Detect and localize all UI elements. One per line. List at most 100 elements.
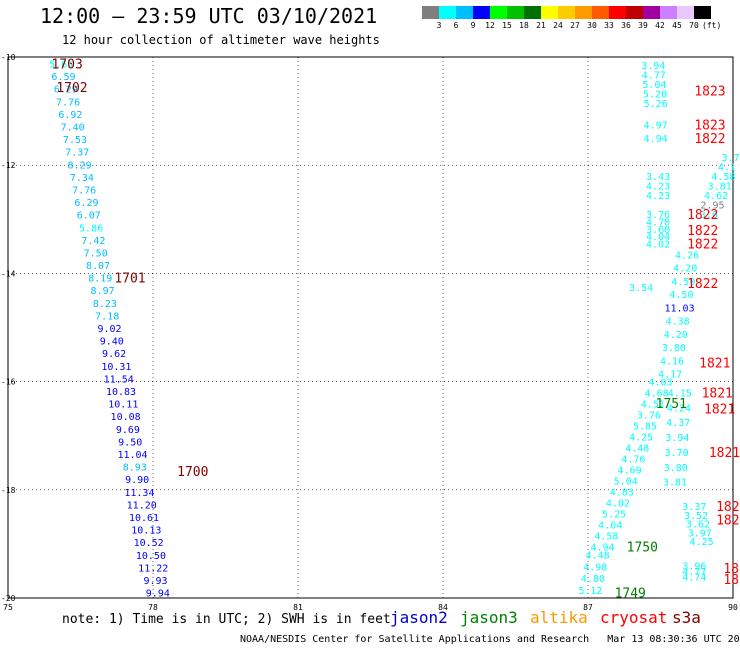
pass-label: 182: [716, 514, 739, 529]
wave-height-value: 10.52: [134, 538, 164, 549]
wave-height-value: 7.34: [70, 173, 94, 184]
wave-height-value: 4.02: [606, 499, 630, 510]
wave-height-value: 6.29: [54, 85, 78, 96]
legend-swatch: [626, 6, 643, 19]
pass-label: 1703: [52, 57, 83, 72]
legend-tick: 70: [689, 21, 699, 30]
wave-height-value: 4.58: [594, 532, 618, 543]
pass-label: 1822: [687, 208, 718, 223]
wave-height-value: 7.76: [56, 97, 80, 108]
y-tick-label: -16: [1, 378, 16, 387]
wave-height-value: 4.23: [646, 191, 670, 202]
wave-height-value: 3.94: [665, 433, 689, 444]
wave-height-value: 4.83: [610, 488, 634, 499]
legend-cryosat: cryosat: [600, 608, 668, 627]
wave-height-value: 4.24: [667, 403, 691, 414]
wave-height-value: 4.50: [669, 290, 693, 301]
wave-height-value: 8.23: [93, 299, 117, 310]
wave-height-value: 3.37: [682, 502, 706, 513]
y-tick-label: -14: [1, 269, 16, 278]
wave-height-value: 6.29: [74, 198, 98, 209]
legend-tick: 24: [553, 21, 563, 30]
pass-label: 1701: [114, 272, 145, 287]
legend-tick: 33: [604, 21, 614, 30]
wave-height-value: 4.04: [646, 232, 670, 243]
plot-frame: [7, 56, 734, 599]
wave-height-value: 3.97: [688, 528, 712, 539]
wave-height-value: 4.77: [642, 71, 666, 82]
pass-label: 1821: [699, 357, 730, 372]
pass-label: 1822: [687, 224, 718, 239]
wave-height-value: 11.03: [665, 303, 695, 314]
wave-height-value: 3.54: [629, 283, 653, 294]
wave-height-value: 4.80: [581, 574, 605, 585]
wave-height-value: 4.76: [621, 455, 645, 466]
pass-label: 1750: [627, 541, 658, 556]
wave-height-value: 4.74: [682, 572, 706, 583]
wave-height-value: 3.7: [722, 153, 740, 164]
wave-height-value: 4.69: [618, 466, 642, 477]
legend-swatch: [524, 6, 541, 19]
wave-height-value: 4.37: [666, 418, 690, 429]
wave-height-value: 2.95: [700, 200, 724, 211]
legend-swatch: [422, 6, 439, 19]
wave-height-value: 4.62: [704, 191, 728, 202]
wave-height-value: 10.31: [101, 362, 131, 373]
wave-height-value: 11.34: [124, 488, 154, 499]
legend-swatch: [507, 6, 524, 19]
legend-swatch: [609, 6, 626, 19]
pass-label: 1821: [709, 446, 740, 461]
wave-height-value: 5.26: [644, 99, 668, 110]
legend-swatch: [456, 6, 473, 19]
legend-tick: 30: [587, 21, 597, 30]
map-subtitle: 12 hour collection of altimeter wave hei…: [62, 33, 380, 47]
pass-label: 1700: [177, 465, 208, 480]
legend-tick: 18: [519, 21, 529, 30]
legend-altika: altika: [530, 608, 588, 627]
wave-height-value: 7.76: [72, 185, 96, 196]
x-tick-label: 84: [438, 603, 448, 612]
wave-height-value: 10.08: [111, 412, 141, 423]
wave-height-value: 5.25: [602, 510, 626, 521]
color-legend: [422, 6, 711, 19]
wave-height-value: 4.98: [583, 562, 607, 573]
wave-height-value: 4.23: [646, 181, 670, 192]
wave-height-value: 5.20: [643, 90, 667, 101]
wave-height-value: 4.50: [671, 277, 695, 288]
legend-tick: 36: [621, 21, 631, 30]
credits-footer: NOAA/NESDIS Center for Satellite Applica…: [240, 634, 740, 645]
wave-height-value: 4.04: [598, 521, 622, 532]
wave-height-value: 6.59: [51, 72, 75, 83]
wave-height-value: 10.13: [131, 526, 161, 537]
wave-height-value: 11.20: [127, 500, 157, 511]
wave-height-value: 8.29: [68, 160, 92, 171]
pass-label: 1823: [694, 85, 725, 100]
wave-height-value: 4.58: [711, 172, 735, 183]
wave-height-value: 10.11: [108, 400, 138, 411]
legend-swatch: [439, 6, 456, 19]
legend-tick: 45: [672, 21, 682, 30]
legend-tick: 27: [570, 21, 580, 30]
legend-swatch: [490, 6, 507, 19]
legend-swatch: [541, 6, 558, 19]
pass-label: 1822: [694, 132, 725, 147]
legend-tick: 39: [638, 21, 648, 30]
wave-height-value: 9.40: [100, 337, 124, 348]
wave-height-value: 3.81: [708, 181, 732, 192]
legend-tick: 12: [485, 21, 495, 30]
wave-height-value: 4.25: [690, 537, 714, 548]
wave-height-value: 10.50: [136, 551, 166, 562]
wave-height-value: 3.96: [682, 562, 706, 573]
wave-height-value: 3.94: [641, 61, 665, 72]
wave-height-value: 4.20: [664, 330, 688, 341]
wave-height-value: 3.0: [700, 210, 718, 221]
legend-tick: 6: [453, 21, 459, 30]
wave-height-value: 8.93: [123, 463, 147, 474]
y-tick-label: -12: [1, 161, 16, 170]
wave-height-value: 9.50: [118, 437, 142, 448]
legend-swatch: [643, 6, 660, 19]
legend-tick-labels: 3 6 9 12 15 18 21 24 27 30 33 36 39 42 45 70 (ft): [422, 21, 740, 33]
wave-height-value: 3.80: [664, 463, 688, 474]
pass-label: 1821: [704, 403, 735, 418]
